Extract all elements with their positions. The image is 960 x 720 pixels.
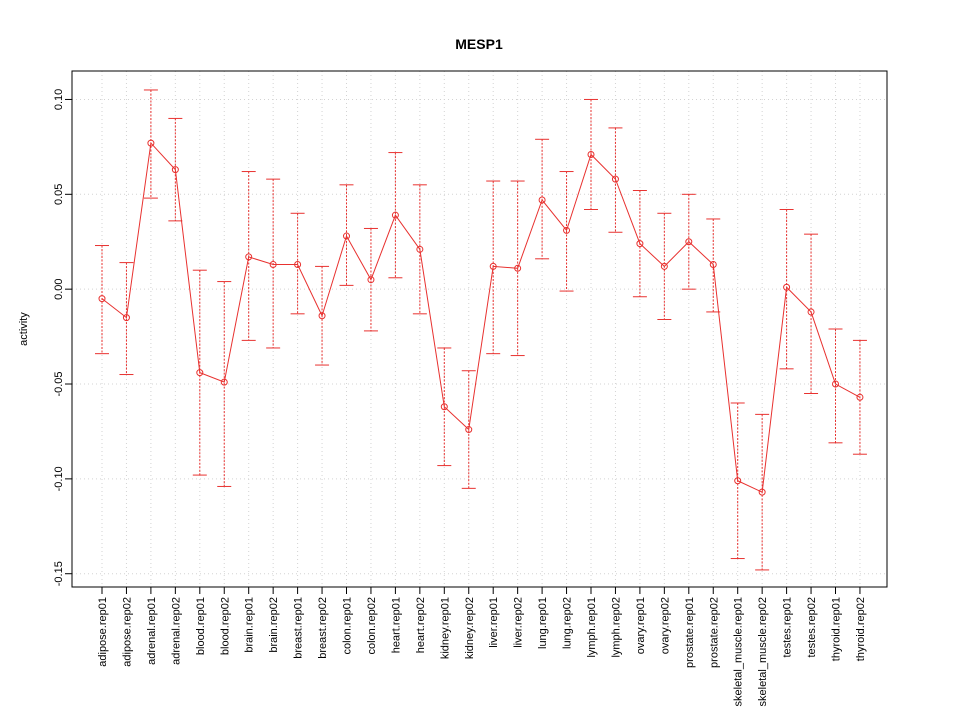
x-tick-label: colon.rep01 [342,597,354,655]
x-tick-label: skeletal_muscle.rep02 [757,597,769,706]
x-tick-label: breast.rep02 [317,597,329,659]
x-tick-label: thyroid.rep01 [831,597,843,661]
x-tick-label: lymph.rep01 [586,597,598,658]
error-bar [608,127,623,233]
data-point [147,139,155,147]
error-bar [168,117,183,222]
y-tick-label: 0.00 [53,278,65,299]
x-tick-label: kidney.rep01 [439,597,451,659]
chart-title: MESP1 [455,36,503,52]
x-tick-label: lung.rep02 [562,597,574,649]
series-layer [95,89,867,571]
error-bar [804,233,819,394]
series-line [101,141,861,493]
y-tick-label: -0.15 [53,561,65,586]
error-bar [95,245,109,355]
x-tick-label: liver.rep02 [513,597,525,648]
x-tick-label: testes.rep02 [806,597,818,658]
data-point [734,477,742,485]
x-tick-label: colon.rep02 [366,597,378,655]
x-tick-label: ovary.rep01 [635,597,647,654]
x-tick-label: adipose.rep02 [121,597,133,667]
x-tick-label: heart.rep01 [390,597,402,653]
x-axis: adipose.rep01 adipose.rep02 adrenal.rep01 a… [97,587,867,706]
x-tick-label: prostate.rep01 [684,597,696,668]
x-tick-label: adrenal.rep01 [146,597,158,665]
x-tick-label: testes.rep01 [782,597,794,658]
error-bar [510,180,525,357]
data-point [171,166,179,174]
error-bar [584,98,598,210]
data-point [220,378,228,386]
data-point [196,369,204,377]
plot-frame [71,70,888,588]
x-tick-label: skeletal_muscle.rep01 [733,597,745,706]
x-tick-label: kidney.rep02 [464,597,476,659]
x-tick-label: blood.rep02 [219,597,231,655]
x-tick-label: lymph.rep02 [610,597,622,658]
y-tick-label: 0.05 [53,184,65,205]
data-point [660,262,668,270]
data-point [783,283,791,291]
data-point [856,393,864,401]
data-point [98,295,106,303]
x-tick-label: adrenal.rep02 [170,597,182,665]
error-bar [461,370,476,489]
error-bar [486,180,501,355]
data-point [832,380,839,388]
data-point [343,232,350,240]
x-tick-label: adipose.rep01 [97,597,109,667]
error-bar [363,227,378,332]
y-tick-label: -0.10 [53,466,65,491]
data-point [122,314,130,322]
error-bar [119,262,134,376]
data-point [245,253,253,261]
data-point [367,276,375,284]
data-point [465,426,473,434]
data-point [514,264,522,272]
data-point [685,238,693,246]
data-point [294,261,302,268]
x-tick-label: blood.rep01 [195,597,207,655]
data-point [538,196,546,204]
x-tick-label: prostate.rep02 [708,597,720,668]
data-point [391,211,399,219]
error-bar [217,281,232,487]
y-tick-label: 0.10 [53,89,65,110]
data-point [611,175,619,183]
error-bar [241,171,256,341]
y-axis: -0.15 -0.10 -0.05 0.00 0.05 0.10 [53,89,72,586]
data-point [489,262,497,270]
y-tick-label: -0.05 [53,371,65,396]
x-tick-label: liver.rep01 [488,597,500,648]
error-bar [266,178,281,349]
data-point [587,150,595,158]
data-point [758,488,766,496]
data-point [636,240,644,248]
error-bar [779,208,794,370]
error-bar [559,171,574,292]
x-tick-label: heart.rep02 [415,597,427,653]
data-point [318,312,326,320]
y-axis-label: activity [18,312,30,346]
x-tick-label: breast.rep01 [293,597,305,659]
data-point [563,226,571,234]
error-bar [290,212,305,315]
x-tick-label: thyroid.rep02 [855,597,867,661]
x-tick-label: ovary.rep02 [659,597,671,654]
error-bar [437,347,452,467]
data-point [709,261,717,268]
x-tick-label: lung.rep01 [537,597,549,649]
data-point [269,261,277,268]
x-tick-label: brain.rep02 [268,597,280,653]
data-point [807,308,815,316]
data-point [440,403,448,411]
error-bar [535,138,550,260]
data-point [416,245,424,253]
error-bar [828,328,843,444]
x-tick-label: brain.rep01 [244,597,256,653]
error-bar [388,152,403,279]
